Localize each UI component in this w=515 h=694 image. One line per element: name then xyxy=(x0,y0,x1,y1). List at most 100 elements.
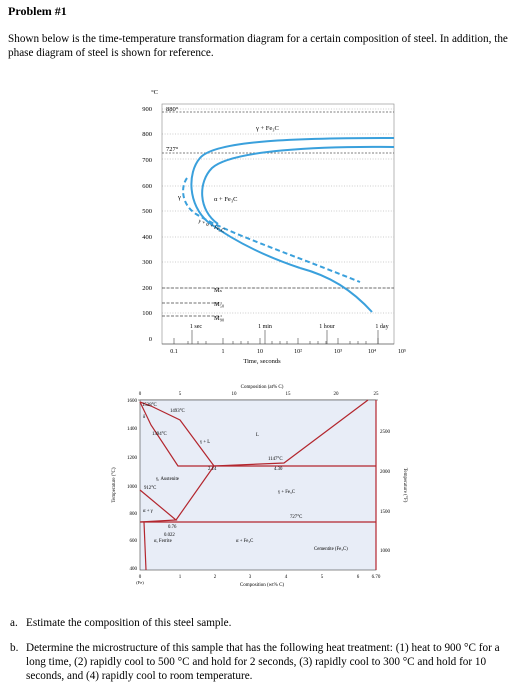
phase-bottom-tick: 4 xyxy=(285,575,288,580)
ttt-x-tick: 10⁴ xyxy=(368,349,376,355)
question-b: b. Determine the microstructure of this s… xyxy=(10,641,510,682)
ttt-x-axis-ticks xyxy=(162,330,394,345)
phase-left-axis-title: Temperature (°C) xyxy=(112,467,117,502)
phase-right-tick: 1500 xyxy=(380,510,391,515)
phase-left-tick: 400 xyxy=(130,567,138,572)
ttt-x-tick: 10 xyxy=(257,349,263,355)
phase-label-l: L xyxy=(256,433,259,438)
ttt-time-marker: 1 day xyxy=(375,324,388,330)
phase-right-tick: 2500 xyxy=(380,430,391,435)
ferrite-solvus xyxy=(143,521,147,571)
phase-plot-area xyxy=(139,399,377,571)
ttt-diagram: °C 900 800 700 600 500 400 300 200 100 0… xyxy=(142,89,406,365)
phase-bottom-tick: 2 xyxy=(214,575,217,580)
phase-bottom-tick: 6 xyxy=(357,575,360,580)
phase-bottom-tick: 0 xyxy=(139,575,142,580)
phase-top-tick: 25 xyxy=(374,392,380,397)
phase-label-0022: 0.022 xyxy=(164,533,175,538)
phase-left-tick: 600 xyxy=(130,539,138,544)
ttt-label-ms: Mₛ xyxy=(214,287,222,294)
phase-bottom-tick: 6.70 xyxy=(372,575,381,580)
question-b-text: Determine the microstructure of this sam… xyxy=(26,642,500,682)
phase-right-tick: 2000 xyxy=(380,470,391,475)
phase-label-alpha-gamma: α + γ xyxy=(143,509,154,514)
phase-diagram: Composition (at% C) 0 5 10 15 20 25 1600… xyxy=(112,385,407,588)
ttt-label-m50: M₅₀ xyxy=(214,301,224,308)
ttt-y-tick: 0 xyxy=(149,336,152,343)
ttt-time-marker: 1 sec xyxy=(190,324,202,330)
phase-label-gamma-l: γ + L xyxy=(200,440,210,445)
phase-label-430: 4.30 xyxy=(274,467,283,472)
phase-region-labels: 1538°C 1493°C 1394°C 1147°C 912°C 727°C … xyxy=(142,403,348,552)
phase-label-alpha-fe3c: α + Fe₃C xyxy=(236,539,253,544)
question-a: a. Estimate the composition of this steel… xyxy=(10,616,231,630)
phase-label-cementite: Cementite (Fe₃C) xyxy=(314,547,348,552)
phase-top-tick: 0 xyxy=(139,392,142,397)
phase-label-austenite: γ, Austenite xyxy=(156,477,179,482)
phase-top-ticks: 0 5 10 15 20 25 xyxy=(139,392,379,397)
mid-curve xyxy=(201,145,395,225)
phase-left-tick: 1200 xyxy=(127,456,138,461)
ttt-x-tick: 10³ xyxy=(334,349,342,355)
ttt-x-tick: 10² xyxy=(294,349,302,355)
finish-curve xyxy=(299,267,373,313)
ttt-x-axis-title: Time, seconds xyxy=(243,358,281,365)
phase-bottom-ticks: 0 1 2 3 4 5 6 6.70 xyxy=(139,575,381,580)
question-a-text: Estimate the composition of this steel s… xyxy=(26,617,232,629)
start-curve xyxy=(190,137,395,269)
ttt-x-tick: 1 xyxy=(222,349,225,355)
phase-bottom-tick: 5 xyxy=(321,575,324,580)
ttt-time-marker: 1 hour xyxy=(319,324,335,330)
phase-label-1493: 1493°C xyxy=(170,409,185,414)
problem-title: Problem #1 xyxy=(8,4,67,18)
phase-label-1147: 1147°C xyxy=(268,457,283,462)
ttt-y-tick: 500 xyxy=(142,208,152,215)
ttt-gridlines xyxy=(162,108,394,314)
phase-top-tick: 20 xyxy=(334,392,340,397)
phase-bottom-tick: 3 xyxy=(249,575,252,580)
ttt-y-tick: 700 xyxy=(142,157,152,164)
phase-right-axis-title: Temperature (°F) xyxy=(402,468,407,503)
ttt-y-ticks: °C 900 800 700 600 500 400 300 200 100 0 xyxy=(142,89,158,343)
liquidus xyxy=(139,399,369,467)
ttt-y-tick: 600 xyxy=(142,183,152,190)
phase-left-tick: 1000 xyxy=(127,485,138,490)
ttt-label-880: 880° xyxy=(166,106,179,113)
phase-label-912: 912°C xyxy=(144,486,156,491)
ttt-y-unit: °C xyxy=(151,89,158,96)
phase-label-214: 2.14 xyxy=(208,467,217,472)
ttt-x-tick: 0.1 xyxy=(170,349,178,355)
phase-label-1394: 1394°C xyxy=(152,432,167,437)
solidus xyxy=(139,401,214,467)
ttt-label-gamma-fe3c: γ + Fe₃C xyxy=(255,125,279,132)
ttt-y-tick: 200 xyxy=(142,285,152,292)
ttt-y-tick: 300 xyxy=(142,259,152,266)
question-a-number: a. xyxy=(10,617,18,629)
phase-left-tick: 1600 xyxy=(127,399,138,404)
ttt-time-markers: 1 sec 1 min 1 hour 1 day xyxy=(190,324,389,330)
phase-label-1538: 1538°C xyxy=(142,403,157,408)
ttt-x-tick: 10⁵ xyxy=(398,349,406,355)
phase-left-tick: 1400 xyxy=(127,427,138,432)
fifty-percent-curve xyxy=(182,177,361,283)
phase-right-ticks: 2500 2000 1500 1000 xyxy=(380,430,391,554)
ttt-y-tick: 400 xyxy=(142,234,152,241)
phase-left-ticks: 1600 1400 1200 1000 800 600 400 xyxy=(127,399,138,572)
phase-label-ferrite: α, Ferrite xyxy=(154,539,172,544)
ttt-label-alpha-fe3c: α + Fe₃C xyxy=(214,196,237,203)
question-b-number: b. xyxy=(10,642,19,654)
ttt-y-tick: 100 xyxy=(142,310,152,317)
phase-label-gamma-fe3c: γ + Fe₃C xyxy=(278,490,295,495)
ttt-label-m90: M₉₀ xyxy=(214,315,224,322)
phase-top-tick: 15 xyxy=(286,392,292,397)
phase-boundaries xyxy=(139,399,377,571)
ttt-curves xyxy=(182,137,395,313)
phase-top-axis-title: Composition (at% C) xyxy=(241,385,284,390)
ttt-y-tick: 800 xyxy=(142,131,152,138)
phase-top-tick: 10 xyxy=(232,392,238,397)
phase-bottom-sub: (Fe) xyxy=(136,580,144,585)
ttt-time-marker: 1 min xyxy=(258,324,272,330)
phase-bottom-tick: 1 xyxy=(179,575,182,580)
phase-left-tick: 800 xyxy=(130,512,138,517)
phase-bottom-axis-title: Composition (wt% C) xyxy=(240,583,285,588)
